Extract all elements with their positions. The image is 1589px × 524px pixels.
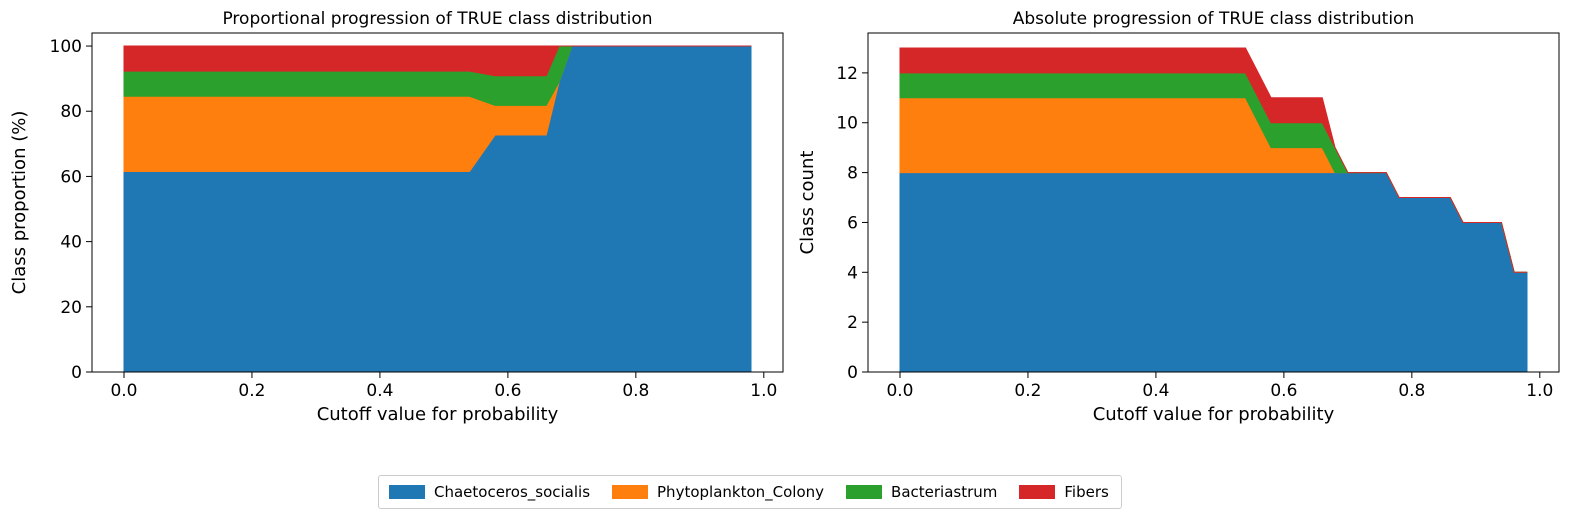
right-chart-ytick-label: 6 <box>847 213 858 233</box>
left-chart-ytick-label: 40 <box>60 233 82 253</box>
right-chart-frame <box>867 32 1560 373</box>
legend-swatch-bacteriastrum <box>846 485 883 499</box>
right-chart-xtick-label: 1.0 <box>1526 381 1553 401</box>
right-chart-ytick-label: 10 <box>836 114 858 134</box>
legend-label-phytoplankton-colony: Phytoplankton_Colony <box>657 483 825 501</box>
legend-item-phytoplankton-colony: Phytoplankton_Colony <box>612 483 824 501</box>
legend-item-chaetoceros-socialis: Chaetoceros_socialis <box>389 483 590 501</box>
right-chart-title: Absolute progression of TRUE class distr… <box>1013 9 1414 29</box>
left-chart: 0.0 0.2 0.4 0.6 0.8 1.0 0 20 40 60 80 100 Proportion… <box>9 9 784 425</box>
right-chart-ytick-label: 2 <box>847 313 858 333</box>
legend-item-fibers: Fibers <box>1019 483 1109 501</box>
legend-label-fibers: Fibers <box>1064 483 1109 501</box>
left-chart-area-fibers <box>123 45 752 77</box>
legend-label-bacteriastrum: Bacteriastrum <box>891 483 998 501</box>
left-chart-xtick-label: 0.4 <box>366 381 393 401</box>
right-chart-area-chaetoceros-socialis <box>899 172 1528 373</box>
right-chart-ytick-label: 0 <box>847 363 858 383</box>
legend-label-chaetoceros-socialis: Chaetoceros_socialis <box>434 483 591 501</box>
left-chart-title: Proportional progression of TRUE class d… <box>222 9 652 29</box>
left-chart-xtick-label: 0.6 <box>494 381 521 401</box>
left-chart-ytick-label: 20 <box>60 298 82 318</box>
legend-swatch-chaetoceros-socialis <box>389 485 425 499</box>
right-chart-ylabel: Class count <box>797 151 818 255</box>
right-chart-xtick-label: 0.2 <box>1014 381 1041 401</box>
left-chart-ytick-label: 100 <box>50 37 82 57</box>
left-chart-ytick-label: 60 <box>60 167 82 187</box>
right-chart-xtick-label: 0.4 <box>1142 381 1169 401</box>
left-chart-xlabel: Cutoff value for probability <box>317 404 559 425</box>
left-chart-ytick-label: 0 <box>71 363 82 383</box>
right-chart: 0.0 0.2 0.4 0.6 0.8 1.0 0 2 4 6 8 10 12 Absolute prog… <box>797 9 1560 425</box>
right-chart-xtick-label: 0.0 <box>886 381 913 401</box>
right-chart-xtick-label: 0.8 <box>1398 381 1425 401</box>
left-chart-ylabel: Class proportion (%) <box>9 111 30 295</box>
left-chart-xtick-label: 0.0 <box>110 381 137 401</box>
legend-item-bacteriastrum: Bacteriastrum <box>846 483 997 501</box>
right-chart-ytick-label: 12 <box>836 64 858 84</box>
legend: Chaetoceros_socialis Phytoplankton_Colon… <box>378 475 1122 509</box>
left-chart-xtick-label: 0.2 <box>238 381 265 401</box>
right-chart-ytick-label: 4 <box>847 263 858 283</box>
left-chart-xtick-label: 0.8 <box>622 381 649 401</box>
legend-swatch-fibers <box>1019 485 1056 499</box>
left-chart-xtick-label: 1.0 <box>750 381 777 401</box>
left-chart-ytick-label: 80 <box>60 102 82 122</box>
legend-swatch-phytoplankton-colony <box>612 485 649 499</box>
right-chart-ytick-label: 8 <box>847 164 858 184</box>
right-chart-xlabel: Cutoff value for probability <box>1093 404 1335 425</box>
left-chart-frame <box>91 32 784 373</box>
right-chart-area-fibers <box>899 47 1528 273</box>
right-chart-xtick-label: 0.6 <box>1270 381 1297 401</box>
